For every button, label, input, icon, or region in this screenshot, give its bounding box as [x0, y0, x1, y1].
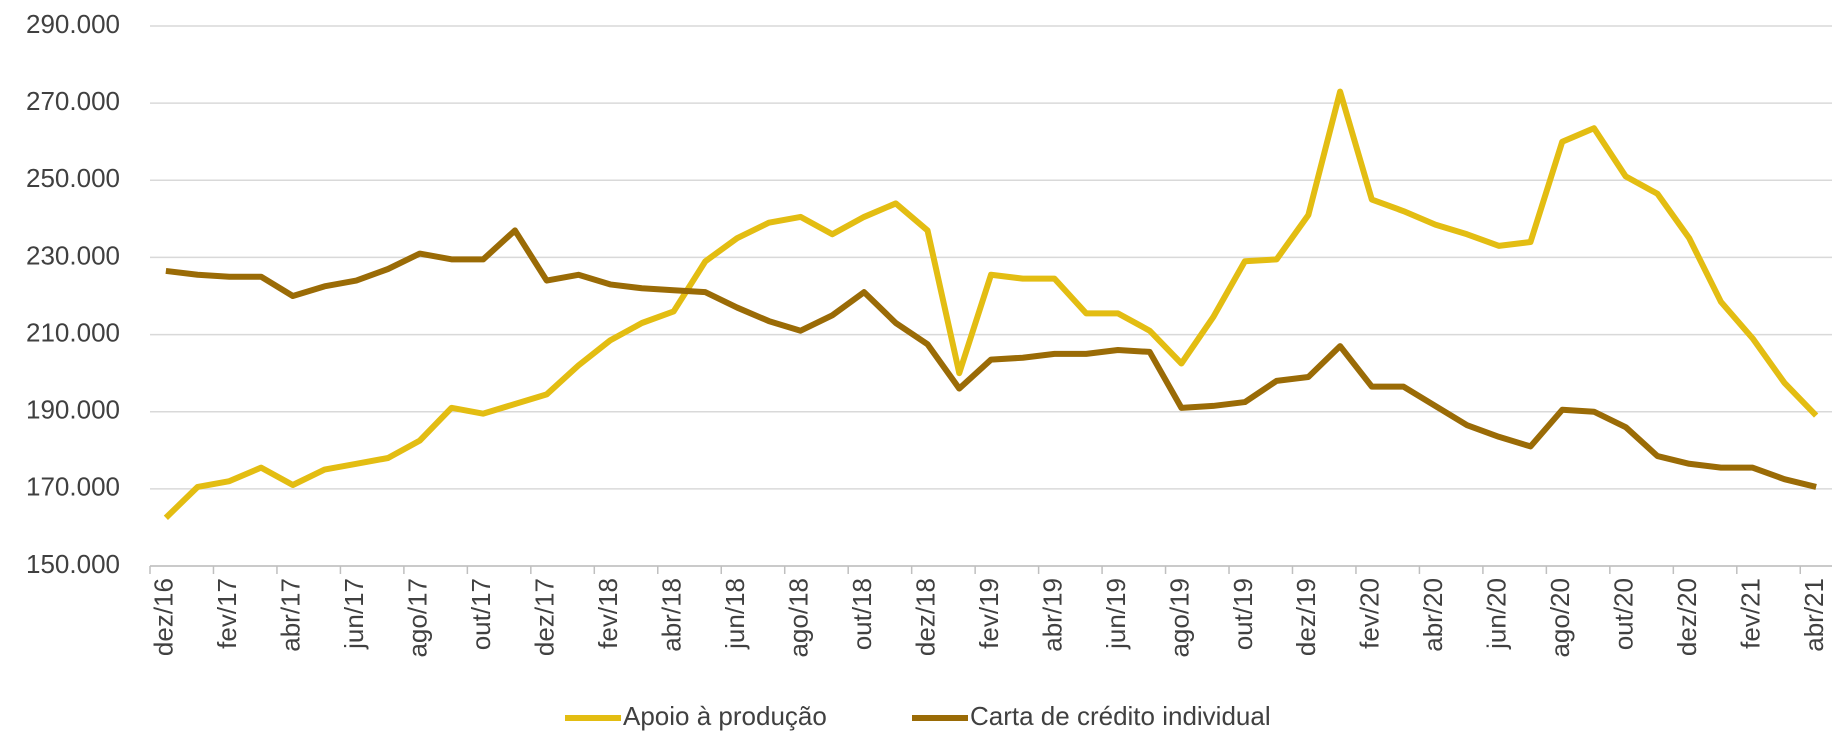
x-tick-label: ago/20 — [1545, 578, 1575, 658]
x-tick-label: jun/19 — [1101, 578, 1131, 650]
y-tick-label: 270.000 — [26, 86, 120, 116]
x-tick-label: abr/19 — [1037, 578, 1067, 652]
x-tick-label: ago/19 — [1164, 578, 1194, 658]
x-tick-label: dez/18 — [910, 578, 940, 656]
x-tick-label: out/19 — [1228, 578, 1258, 650]
y-tick-label: 210.000 — [26, 317, 120, 347]
legend-label: Apoio à produção — [623, 701, 827, 731]
x-tick-label: out/17 — [466, 578, 496, 650]
x-tick-label: dez/19 — [1291, 578, 1321, 656]
x-tick-label: out/18 — [847, 578, 877, 650]
x-tick-label: jun/17 — [339, 578, 369, 650]
y-tick-label: 250.000 — [26, 163, 120, 193]
y-tick-label: 170.000 — [26, 472, 120, 502]
y-tick-label: 150.000 — [26, 549, 120, 579]
x-tick-label: fev/18 — [593, 578, 623, 649]
y-tick-label: 290.000 — [26, 9, 120, 39]
x-tick-label: fev/19 — [974, 578, 1004, 649]
series-line — [165, 227, 1817, 490]
x-tick-label: dez/17 — [530, 578, 560, 656]
x-tick-label: dez/16 — [149, 578, 179, 656]
x-tick-label: dez/20 — [1672, 578, 1702, 656]
y-tick-label: 190.000 — [26, 395, 120, 425]
series-line — [163, 88, 1819, 520]
x-tick-label: fev/20 — [1355, 578, 1385, 649]
x-tick-label: abr/20 — [1418, 578, 1448, 652]
y-tick-label: 230.000 — [26, 240, 120, 270]
x-tick-label: abr/18 — [657, 578, 687, 652]
x-tick-label: jun/18 — [720, 578, 750, 650]
x-tick-label: abr/21 — [1799, 578, 1829, 652]
legend-label: Carta de crédito individual — [970, 701, 1271, 731]
x-tick-label: out/20 — [1609, 578, 1639, 650]
x-tick-label: jun/20 — [1482, 578, 1512, 650]
x-tick-label: ago/17 — [403, 578, 433, 658]
x-tick-label: abr/17 — [276, 578, 306, 652]
x-tick-label: ago/18 — [783, 578, 813, 658]
x-tick-label: fev/21 — [1736, 578, 1766, 649]
x-tick-label: fev/17 — [212, 578, 242, 649]
